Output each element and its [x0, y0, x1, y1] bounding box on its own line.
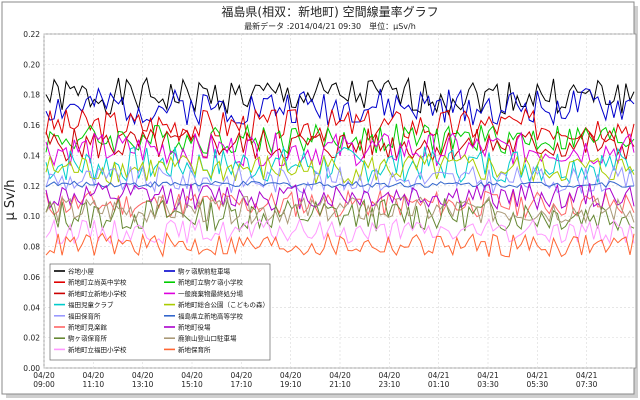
- x-tick-time: 09:00: [33, 380, 55, 389]
- x-tick-date: 04/20: [231, 371, 253, 380]
- legend-box: [49, 263, 271, 361]
- y-tick-label: 0.00: [23, 364, 40, 373]
- x-tick-date: 04/20: [379, 371, 401, 380]
- legend-entry: 鹿狼山登山口駐車場: [178, 334, 237, 343]
- legend-entry: 新地町総合公園（こどもの森）: [178, 300, 269, 309]
- legend-entry: 福島県立新地高等学校: [178, 311, 244, 320]
- x-tick-date: 04/20: [83, 371, 105, 380]
- legend-entry: 福田保育所: [68, 311, 101, 320]
- y-tick-label: 0.16: [23, 121, 40, 130]
- y-tick-label: 0.22: [23, 30, 40, 39]
- x-tick-time: 13:10: [132, 380, 154, 389]
- series-line: [45, 196, 635, 233]
- legend-entry: 福田児童クラブ: [68, 300, 114, 309]
- series-line: [45, 180, 635, 188]
- x-tick-time: 05:30: [527, 380, 549, 389]
- legend-entry: 新地町立新地小学校: [68, 289, 127, 298]
- legend-entry: 新地町見楽館: [68, 323, 108, 332]
- x-tick-date: 04/21: [576, 371, 598, 380]
- series-line: [45, 128, 635, 163]
- legend-entry: 一般廃棄物最終処分場: [178, 289, 244, 298]
- x-tick-time: 21:10: [329, 380, 351, 389]
- legend-entry: 新地町役場: [178, 323, 211, 332]
- y-tick-label: 0.18: [23, 91, 40, 100]
- chart-title: 福島県(相双：新地町) 空間線量率グラフ: [221, 4, 438, 19]
- y-tick-label: 0.14: [23, 151, 40, 160]
- x-tick-time: 23:10: [379, 380, 401, 389]
- x-tick-date: 04/20: [132, 371, 154, 380]
- series-line: [45, 194, 635, 226]
- chart-subtitle: 最新データ :2014/04/21 09:30 単位：μSv/h: [244, 21, 416, 31]
- x-tick-time: 07:30: [576, 380, 598, 389]
- x-tick-time: 11:10: [83, 380, 105, 389]
- legend-entry: 新地町立尚英中学校: [68, 278, 127, 287]
- x-tick-time: 03:30: [477, 380, 499, 389]
- y-tick-label: 0.12: [23, 182, 40, 191]
- legend-entry: 駒ヶ嶺駅前駐車場: [178, 267, 231, 276]
- x-axis-ticks: 04/2009:0004/2011:1004/2013:1004/2015:10…: [33, 371, 598, 389]
- legend-entry: 新地町立福田小学校: [68, 345, 127, 354]
- y-axis-label: μ Sv/h: [3, 180, 18, 221]
- legend-entry: 駒ヶ嶺保育所: [68, 334, 108, 343]
- y-tick-label: 0.02: [23, 334, 40, 343]
- x-tick-date: 04/20: [181, 371, 203, 380]
- x-tick-date: 04/20: [280, 371, 302, 380]
- series-line: [45, 181, 635, 212]
- x-tick-date: 04/21: [477, 371, 499, 380]
- x-tick-time: 15:10: [181, 380, 203, 389]
- series-line: [45, 131, 635, 168]
- legend-entry: 新地保育所: [178, 345, 211, 354]
- x-tick-time: 19:10: [280, 380, 302, 389]
- y-tick-label: 0.10: [23, 212, 40, 221]
- y-axis-ticks: 0.00 0.02 0.04 0.06 0.08 0.10 0.12 0.14 0.16 0.18…: [23, 30, 40, 373]
- series-line: [45, 76, 635, 116]
- y-tick-label: 0.20: [23, 60, 40, 69]
- series-line: [45, 146, 635, 184]
- y-tick-label: 0.04: [23, 303, 40, 312]
- y-tick-label: 0.08: [23, 243, 40, 252]
- legend-entry: 新地町立駒ケ嶺小学校: [178, 278, 244, 287]
- x-tick-date: 04/21: [428, 371, 450, 380]
- x-tick-date: 04/20: [329, 371, 351, 380]
- series-line: [45, 189, 635, 220]
- series-line: [45, 107, 635, 143]
- series-line: [45, 87, 635, 127]
- x-tick-date: 04/20: [33, 371, 55, 380]
- y-tick-label: 0.06: [23, 273, 40, 282]
- x-tick-date: 04/21: [527, 371, 549, 380]
- legend-entry: 谷地小屋: [68, 267, 95, 276]
- plot-area: 0.00 0.02 0.04 0.06 0.08 0.10 0.12 0.14 0.16 0.18…: [23, 30, 637, 389]
- series-lines: [45, 76, 635, 258]
- series-line: [45, 123, 635, 156]
- x-tick-time: 17:10: [231, 380, 253, 389]
- series-line: [45, 164, 635, 194]
- x-tick-time: 01:10: [428, 380, 450, 389]
- series-line: [45, 231, 635, 258]
